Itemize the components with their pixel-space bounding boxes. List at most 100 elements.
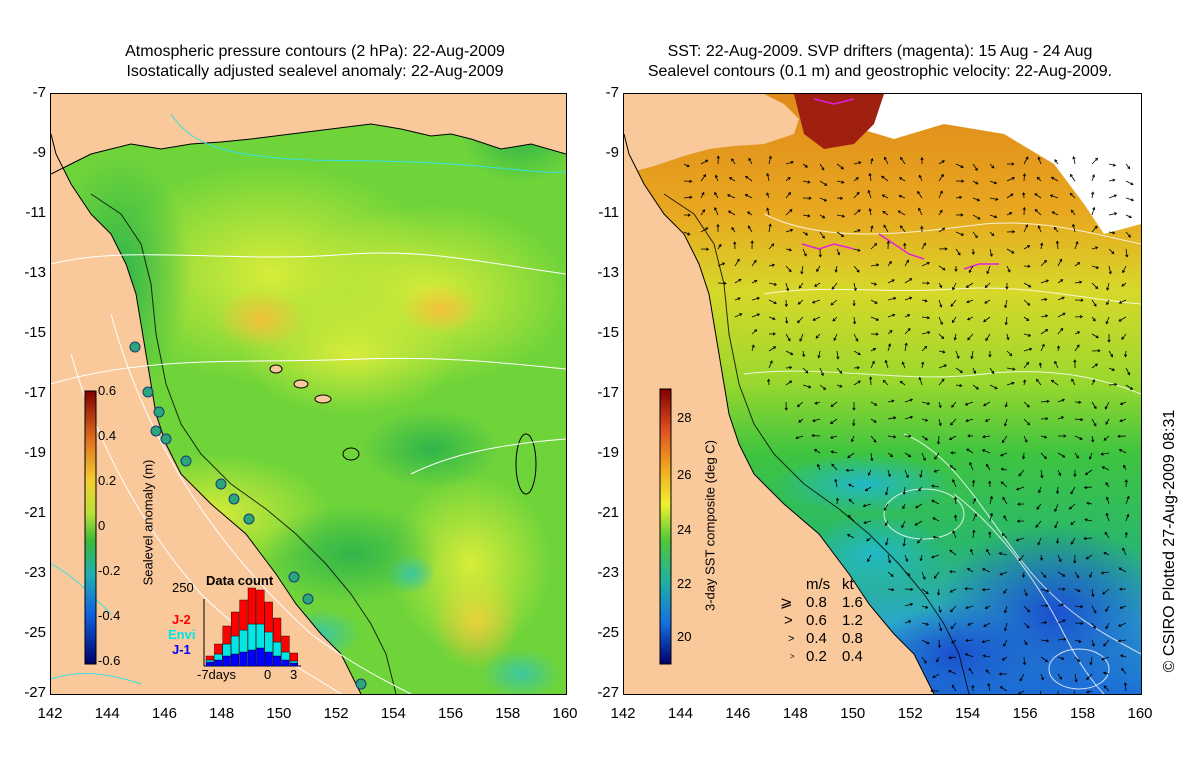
velocity-arrow-head xyxy=(836,356,840,360)
velocity-arrow-head xyxy=(907,314,911,318)
velocity-arrow xyxy=(1034,209,1042,216)
velocity-arrow-head xyxy=(857,380,861,384)
velocity-arrow-head xyxy=(1106,301,1110,306)
velocity-arrow-head xyxy=(1015,487,1020,491)
copyright-credit: © CSIRO Plotted 27-Aug-2009 08:31 xyxy=(1161,409,1178,673)
velocity-arrow-head xyxy=(857,248,861,252)
velocity-arrow xyxy=(731,158,736,165)
velocity-arrow-head xyxy=(983,624,987,627)
velocity-arrow-head xyxy=(966,300,970,304)
velocity-arrow-head xyxy=(1056,345,1061,349)
histogram-bar xyxy=(281,651,290,661)
sla-cb-tick: -0.2 xyxy=(98,563,121,578)
velocity-arrow xyxy=(989,513,993,522)
velocity-arrow-head xyxy=(932,517,936,521)
sst-map[interactable] xyxy=(623,93,1142,695)
velocity-arrow-head xyxy=(1093,610,1097,614)
velocity-arrow xyxy=(1120,654,1127,658)
velocity-arrow-head xyxy=(866,538,870,542)
velocity-arrow xyxy=(1086,673,1093,680)
sst-cb-tick: 28 xyxy=(677,410,692,425)
velocity-arrow-head xyxy=(1062,619,1066,623)
velocity-arrow-head xyxy=(798,419,802,423)
velocity-arrow xyxy=(863,520,872,524)
velocity-arrow xyxy=(967,333,974,341)
velocity-arrow-head xyxy=(1118,318,1122,322)
velocity-arrow-head xyxy=(784,407,788,411)
velocity-arrow-head xyxy=(1010,193,1014,197)
velocity-arrow-head xyxy=(1045,604,1049,608)
velocity-arrow xyxy=(1057,399,1065,403)
velocity-arrow-head xyxy=(871,360,875,364)
x-tick-label: 154 xyxy=(380,705,406,722)
velocity-arrow xyxy=(1108,367,1115,371)
velocity-arrow-head xyxy=(981,588,986,592)
australia-land xyxy=(51,94,361,694)
velocity-arrow-head xyxy=(1011,176,1015,180)
velocity-arrow xyxy=(867,554,872,562)
velocity-arrow-head xyxy=(905,474,909,479)
velocity-arrow-head xyxy=(823,198,828,202)
velocity-arrow-head xyxy=(1027,422,1031,426)
velocity-arrow-head xyxy=(881,194,885,198)
velocity-arrow xyxy=(868,190,872,199)
velocity-arrow-head xyxy=(966,448,970,452)
velocity-arrow xyxy=(1104,532,1110,539)
velocity-arrow-head xyxy=(1004,322,1008,326)
velocity-arrow-head xyxy=(1026,609,1031,613)
velocity-arrow-head xyxy=(788,248,793,252)
velocity-arrow xyxy=(1108,248,1115,254)
velocity-arrow-head xyxy=(1024,439,1028,443)
velocity-arrow-head xyxy=(924,345,928,349)
velocity-arrow-head xyxy=(975,386,979,390)
velocity-arrow-head xyxy=(790,160,794,164)
velocity-arrow-head xyxy=(1093,303,1097,307)
velocity-arrow xyxy=(1057,619,1066,624)
velocity-arrow-head xyxy=(705,227,709,231)
y-tick-label: -7 xyxy=(605,84,619,101)
velocity-arrow xyxy=(798,418,804,423)
velocity-arrow-head xyxy=(771,243,775,247)
sla-cb-tick: -0.4 xyxy=(98,608,121,623)
velocity-arrow-head xyxy=(982,568,986,572)
velocity-arrow-head xyxy=(898,194,902,198)
velocity-arrow xyxy=(1122,265,1127,273)
sealevel-anomaly-map[interactable] xyxy=(50,93,567,695)
y-tick-label: -15 xyxy=(597,324,619,341)
velocity-arrow xyxy=(863,503,872,507)
velocity-arrow-head xyxy=(785,320,789,324)
velocity-arrow xyxy=(1023,333,1031,337)
velocity-arrow-head xyxy=(1089,662,1093,666)
velocity-arrow-head xyxy=(1103,437,1107,441)
velocity-arrow-head xyxy=(1060,279,1064,283)
velocity-arrow xyxy=(951,401,957,408)
velocity-arrow xyxy=(952,316,957,323)
velocity-arrow xyxy=(950,588,957,593)
velocity-arrow xyxy=(1057,279,1063,284)
warm-pool xyxy=(794,94,884,149)
velocity-arrow-head xyxy=(916,540,920,544)
velocity-arrow xyxy=(902,361,906,369)
velocity-arrow-head xyxy=(873,439,877,443)
velocity-arrow xyxy=(870,299,878,304)
velocity-arrow-head xyxy=(856,269,860,273)
velocity-arrow-head xyxy=(920,156,924,161)
velocity-arrow xyxy=(1004,418,1008,427)
velocity-arrow-head xyxy=(862,504,866,508)
velocity-arrow xyxy=(972,513,977,522)
velocity-arrow xyxy=(917,537,923,544)
velocity-arrow xyxy=(1071,378,1076,386)
velocity-arrow-head xyxy=(886,240,890,244)
velocity-arrow-head xyxy=(1006,337,1010,341)
velocity-arrow-head xyxy=(1000,481,1004,485)
velocity-arrow-head xyxy=(952,530,956,534)
velocity-arrow xyxy=(1054,159,1059,165)
velocity-arrow-head xyxy=(811,300,816,304)
velocity-arrow-head xyxy=(868,208,872,212)
velocity-arrow-head xyxy=(967,622,971,626)
velocity-arrow xyxy=(1089,571,1093,578)
velocity-arrow xyxy=(921,331,930,335)
sealevel-contour xyxy=(743,370,1141,395)
velocity-arrow xyxy=(989,197,998,200)
velocity-arrow xyxy=(982,639,991,643)
